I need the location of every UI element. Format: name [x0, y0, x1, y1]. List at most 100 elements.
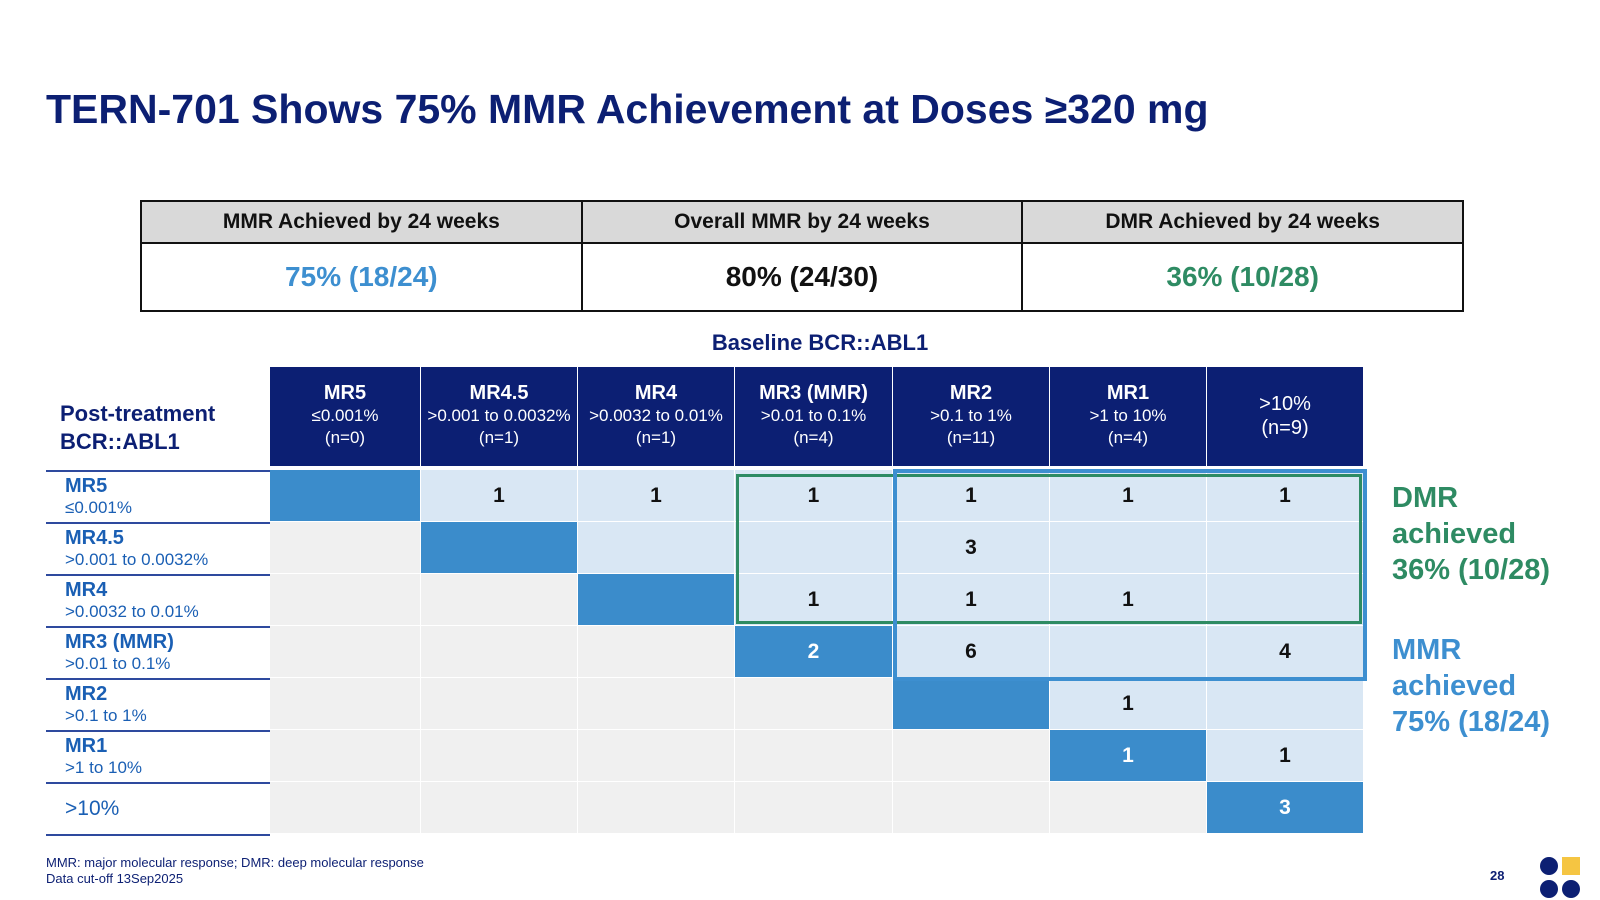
matrix-cell [893, 678, 1050, 730]
matrix-cell: 1 [735, 574, 893, 626]
column-header: MR2 >0.1 to 1% (n=11) [893, 367, 1050, 466]
row-header-title: >10% [65, 797, 120, 820]
column-header-count: (n=1) [478, 428, 520, 447]
matrix-cell: 1 [893, 470, 1050, 522]
company-logo-icon [1540, 857, 1580, 898]
row-header-range: >0.01 to 0.1% [65, 654, 171, 673]
row-header-title: MR4.5 [65, 527, 124, 549]
summary-table: MMR Achieved by 24 weeks Overall MMR by … [140, 200, 1464, 312]
row-header-title: MR4 [65, 579, 108, 601]
summary-header-dmr: DMR Achieved by 24 weeks [1021, 200, 1464, 244]
post-treatment-axis-label: Post-treatment BCR::ABL1 [60, 400, 215, 456]
post-label-line2: BCR::ABL1 [60, 429, 180, 454]
dmr-region-outline [736, 474, 1362, 624]
row-header-range: >0.0032 to 0.01% [65, 602, 199, 621]
page-number: 28 [1490, 868, 1505, 883]
matrix-cell [1207, 574, 1364, 626]
row-header-title: MR2 [65, 683, 108, 705]
matrix-cell [578, 730, 735, 782]
column-header-range: >0.1 to 1% [930, 406, 1012, 425]
footnote-line2: Data cut-off 13Sep2025 [46, 871, 184, 886]
matrix-cell [270, 522, 421, 574]
column-header-count: (n=4) [1107, 428, 1149, 447]
summary-value-overall: 80% (24/30) [580, 242, 1024, 312]
row-header-divider [46, 834, 270, 836]
matrix-cell [270, 782, 421, 834]
matrix-cell: 1 [1207, 470, 1364, 522]
column-header-count: (n=11) [946, 428, 996, 447]
matrix-cell [578, 626, 735, 678]
footnote-line1: MMR: major molecular response; DMR: deep… [46, 855, 424, 870]
matrix-cell: 1 [1050, 678, 1207, 730]
matrix-cell: 3 [893, 522, 1050, 574]
matrix-cell [578, 574, 735, 626]
matrix-cell [421, 574, 578, 626]
matrix-cell [735, 678, 893, 730]
matrix-cell [893, 782, 1050, 834]
column-header: MR3 (MMR) >0.01 to 0.1% (n=4) [735, 367, 893, 466]
column-header-count: (n=4) [793, 428, 834, 447]
matrix-cell: 1 [1050, 574, 1207, 626]
row-header-range: ≤0.001% [65, 498, 132, 517]
row-header: MR5 ≤0.001% [46, 470, 270, 522]
dmr-note-line3: 36% (10/28) [1392, 554, 1550, 586]
dmr-note-line2: achieved [1392, 518, 1517, 550]
matrix-cell [421, 730, 578, 782]
column-header-title: MR4 [634, 382, 678, 404]
row-header-range: >1 to 10% [65, 758, 143, 777]
matrix-cell [1050, 522, 1207, 574]
matrix-cell: 6 [893, 626, 1050, 678]
matrix-cell: 1 [421, 470, 578, 522]
post-label-line1: Post-treatment [60, 401, 216, 426]
matrix-cell: 1 [1050, 730, 1207, 782]
matrix-cell [578, 782, 735, 834]
summary-header-overall: Overall MMR by 24 weeks [580, 200, 1024, 244]
column-header-title: MR5 [323, 382, 367, 404]
column-header-title: MR3 (MMR) [759, 382, 868, 404]
matrix-cell [578, 678, 735, 730]
matrix-cell [1207, 678, 1364, 730]
dmr-achieved-note: DMR achieved 36% (10/28) [1392, 480, 1550, 588]
matrix-cell [735, 522, 893, 574]
row-header: MR2 >0.1 to 1% [46, 678, 270, 730]
dmr-note-line1: DMR [1392, 482, 1459, 514]
column-header-title: MR1 [1106, 382, 1150, 404]
matrix-cell [421, 678, 578, 730]
column-header: MR5 ≤0.001% (n=0) [270, 367, 421, 466]
mmr-note-line1: MMR [1392, 634, 1462, 666]
column-header-range: >0.001 to 0.0032% [427, 406, 571, 425]
mmr-note-line3: 75% (18/24) [1392, 706, 1550, 738]
matrix-cell: 3 [1207, 782, 1364, 834]
matrix-cell: 1 [578, 470, 735, 522]
matrix-cell [270, 470, 421, 522]
row-header-title: MR3 (MMR) [65, 631, 174, 653]
column-header-range: ≤0.001% [311, 406, 379, 425]
matrix-cell: 1 [1050, 470, 1207, 522]
matrix-cell [735, 782, 893, 834]
row-header: >10% [46, 782, 270, 834]
summary-header-mmr: MMR Achieved by 24 weeks [140, 200, 583, 244]
matrix-cell [421, 782, 578, 834]
matrix-cell [1207, 522, 1364, 574]
column-header-range: >0.01 to 0.1% [760, 406, 867, 425]
row-header-title: MR5 [65, 475, 108, 497]
row-header: MR4.5 >0.001 to 0.0032% [46, 522, 270, 574]
column-header-count: (n=1) [635, 428, 677, 447]
matrix-cell [421, 522, 578, 574]
row-header: MR3 (MMR) >0.01 to 0.1% [46, 626, 270, 678]
matrix-cell: 1 [735, 470, 893, 522]
matrix-cell [893, 730, 1050, 782]
column-header-title: >10% [1259, 393, 1311, 415]
matrix-cell [578, 522, 735, 574]
column-header: >10% (n=9) [1207, 367, 1364, 466]
mmr-achieved-note: MMR achieved 75% (18/24) [1392, 632, 1550, 740]
matrix-cell [270, 678, 421, 730]
column-header: MR1 >1 to 10% (n=4) [1050, 367, 1207, 466]
row-header-range: >0.001 to 0.0032% [65, 550, 209, 569]
row-header-range: >0.1 to 1% [65, 706, 147, 725]
column-header-count: (n=9) [1261, 417, 1309, 439]
matrix-cell [1050, 782, 1207, 834]
column-header: MR4 >0.0032 to 0.01% (n=1) [578, 367, 735, 466]
summary-value-dmr: 36% (10/28) [1021, 242, 1464, 312]
matrix-cell [421, 626, 578, 678]
